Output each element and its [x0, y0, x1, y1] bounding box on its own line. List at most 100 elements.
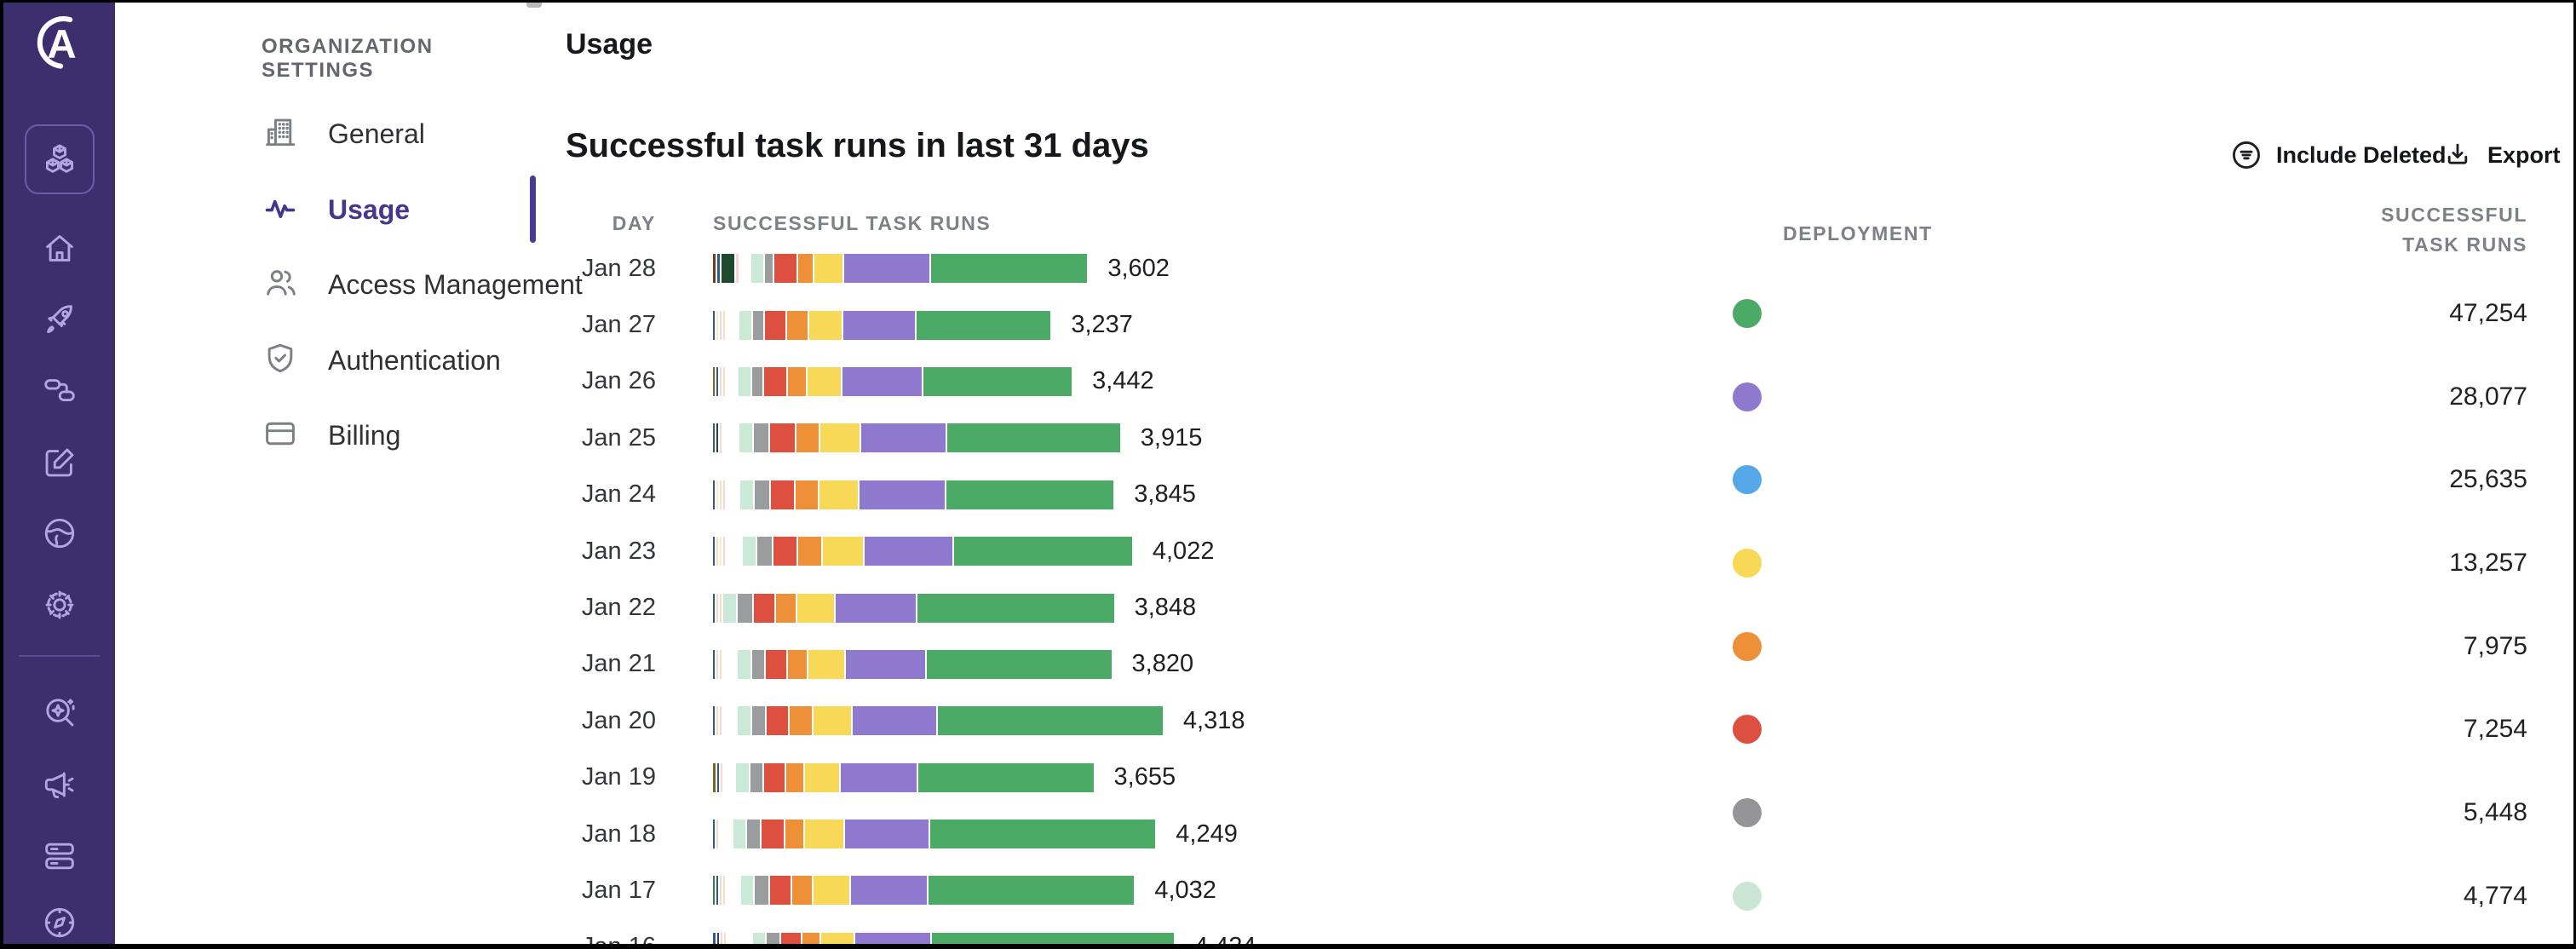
settings-nav-item-label: Access Management [328, 269, 583, 300]
astro-logo[interactable]: A [26, 11, 90, 76]
day-column-header: DAY [612, 212, 656, 234]
table-scroll-indicator[interactable] [530, 175, 536, 243]
bar-segment-peach [720, 593, 724, 623]
gear-icon[interactable] [40, 585, 79, 624]
day-total-value: 4,022 [1152, 537, 1215, 565]
bar-segment-red [769, 423, 796, 453]
export-label: Export [2487, 141, 2561, 168]
day-label: Jan 26 [581, 367, 656, 395]
bar-segment-green [938, 706, 1163, 736]
bar-segment-darkgreen [716, 423, 721, 453]
home-icon[interactable] [40, 229, 79, 268]
usage-row-jan-21: Jan 21 3,820 [566, 636, 1843, 693]
cubes-icon[interactable] [40, 140, 79, 179]
deployment-runs-column-header: SUCCESSFUL TASK RUNS [2016, 200, 2527, 260]
bar-segment-pink [720, 932, 724, 944]
bar-segment-gray [738, 593, 754, 623]
deployment-row: 25,635 [1733, 438, 2527, 521]
bar-segment-navy [716, 366, 721, 396]
sparkle-search-icon[interactable] [40, 693, 79, 732]
bar-segment-red [765, 649, 788, 679]
bar-segment-mint [742, 537, 758, 567]
bar-segment-purple [864, 537, 954, 567]
globe-icon[interactable] [40, 514, 79, 553]
scrollbar-thumb-top[interactable] [526, 3, 542, 8]
day-total-value: 4,249 [1176, 820, 1238, 848]
day-total-value: 3,820 [1131, 650, 1194, 678]
day-label: Jan 20 [581, 706, 656, 734]
bar-segment-red [773, 254, 798, 284]
bar-segment-purple [845, 649, 927, 679]
bar-segment-yellow [819, 480, 860, 509]
server-rows-icon[interactable] [40, 837, 79, 876]
flow-icon[interactable] [40, 371, 79, 410]
usage-row-jan-17: Jan 17 4,032 [566, 862, 1843, 918]
bar-segment-green [930, 820, 1156, 849]
deployment-runs-value: 5,448 [2463, 797, 2527, 826]
stacked-bar [713, 366, 1072, 396]
bar-segment-green [953, 537, 1132, 567]
bar-segment-navy [717, 254, 722, 284]
bar-segment-teal [713, 876, 716, 906]
usage-row-jan-16: Jan 16 4,424 [566, 919, 1843, 944]
bar-segment-gray [767, 932, 782, 944]
bar-segment-orange [776, 593, 797, 623]
bar-segment-yellow [805, 762, 841, 792]
day-label: Jan 21 [581, 650, 656, 678]
day-total-value: 3,845 [1134, 480, 1196, 509]
filter-circle-icon [2233, 141, 2260, 169]
bar-segment-purple [842, 366, 923, 396]
bar-segment-darkpurple [716, 932, 721, 944]
deployment-row: 4,774 [1733, 854, 2527, 938]
bar-segment-gray [754, 876, 771, 906]
bar-segment-peach [723, 932, 727, 944]
compose-icon[interactable] [40, 443, 79, 482]
settings-nav-item-access-management[interactable]: Access Management [262, 264, 583, 306]
bar-segment-orange [792, 876, 814, 906]
settings-nav-item-label: General [328, 118, 425, 149]
day-label: Jan 19 [581, 763, 656, 791]
bar-segment-red [764, 366, 789, 396]
usage-row-jan-27: Jan 27 3,237 [566, 296, 1843, 353]
export-button[interactable]: Export [2441, 139, 2561, 171]
day-total-value: 3,655 [1113, 763, 1176, 791]
bar-segment-white [720, 820, 734, 849]
bar-segment-gray [746, 820, 762, 849]
bar-segment-navy [716, 762, 721, 792]
bar-segment-peach [720, 649, 724, 679]
bar-segment-mint [739, 310, 753, 340]
compass-icon[interactable] [40, 903, 79, 942]
settings-nav-item-general[interactable]: General [262, 113, 425, 155]
megaphone-icon[interactable] [40, 765, 79, 804]
include-deleted-button[interactable]: Include Deleted [2230, 139, 2447, 171]
deployment-row: 28,077 [1733, 355, 2527, 439]
bar-segment-navy [713, 593, 717, 623]
bar-segment-pink [716, 593, 721, 623]
bar-segment-yellow [796, 593, 836, 623]
bar-segment-pink [720, 423, 724, 453]
section-title: Successful task runs in last 31 days [566, 127, 1149, 164]
deployment-row: 5,448 [1733, 771, 2527, 854]
bar-segment-pink [736, 254, 741, 284]
deployment-color-dot [1733, 465, 1762, 495]
bar-segment-peach [720, 480, 724, 509]
bar-segment-gray [750, 762, 764, 792]
settings-nav-item-usage[interactable]: Usage [262, 189, 410, 231]
bar-segment-red [781, 932, 802, 944]
bar-segment-peach [723, 366, 727, 396]
bar-segment-gray [753, 423, 770, 453]
usage-row-jan-26: Jan 26 3,442 [566, 354, 1843, 410]
day-label: Jan 27 [581, 311, 656, 339]
include-deleted-label: Include Deleted [2276, 141, 2447, 168]
settings-nav-item-authentication[interactable]: Authentication [262, 340, 501, 382]
stacked-bar [713, 932, 1174, 944]
bar-segment-gray [757, 537, 773, 567]
deployment-row: 47,254 [1733, 272, 2527, 355]
usage-row-jan-22: Jan 22 3,848 [566, 579, 1843, 636]
deployment-color-dot [1733, 631, 1762, 661]
bar-segment-mint [738, 366, 752, 396]
bar-segment-navy [713, 537, 717, 567]
bar-segment-white [727, 537, 743, 567]
rocket-icon[interactable] [40, 300, 79, 339]
settings-nav-item-billing[interactable]: Billing [262, 415, 400, 457]
